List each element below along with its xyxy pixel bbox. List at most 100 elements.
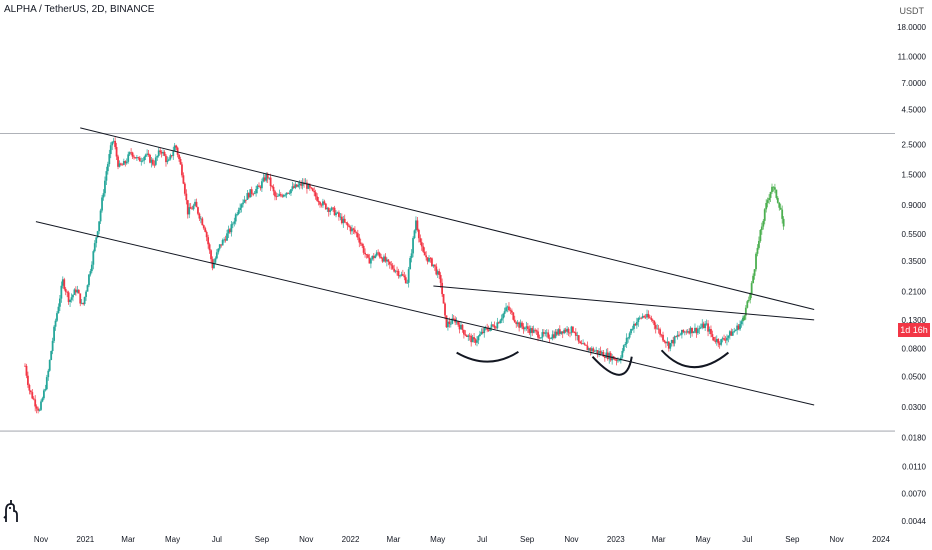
candle [701,323,704,328]
tradingview-logo-icon[interactable] [2,496,24,526]
candle [619,357,622,361]
candle [603,356,606,358]
candle [101,197,103,211]
trendlines [35,127,815,406]
projection-candle [755,253,757,270]
candle [322,201,324,206]
candle [342,218,345,224]
candle [31,392,34,399]
candle [388,261,391,265]
candle [239,207,242,211]
candle [538,337,541,339]
candle [92,251,95,265]
candle [327,208,330,212]
candle [710,329,712,335]
candle [147,153,150,155]
candle [510,310,513,313]
candle [460,324,462,330]
time-tick-label: May [165,535,180,544]
candle [217,248,220,253]
candle [372,255,375,259]
projection-candle [743,315,746,321]
candle [245,199,247,201]
price-tick-label: 0.5500 [902,230,927,239]
candle [506,306,509,308]
candle [622,345,625,351]
candle [532,329,535,333]
candle [229,229,231,233]
candle [195,201,198,208]
candle [406,282,409,284]
candle [633,323,635,329]
candle [383,256,385,262]
candle [415,220,417,231]
candle [218,244,221,249]
candle [589,348,592,351]
candle [106,164,109,172]
candle [512,312,515,320]
price-tick-label: 1.5000 [902,171,927,180]
trendline [433,285,815,321]
candle [455,321,458,323]
candle [449,323,452,325]
candle [204,228,207,232]
candle [28,384,31,391]
candle [404,277,407,284]
candle [24,365,26,367]
candle [647,313,650,318]
candle [83,296,86,305]
candle [149,154,151,163]
candle [247,193,250,198]
candle [231,223,234,225]
candle [192,205,195,210]
candle [27,375,29,385]
candle [583,343,586,345]
candle [499,320,502,324]
candle [715,338,718,342]
candle [423,251,426,256]
candle [45,377,48,390]
candle [393,268,396,272]
candle [630,328,632,334]
candle [265,173,268,181]
time-tick-label: Jul [742,535,752,544]
projection-candle [749,294,752,300]
candle [234,214,237,222]
projection-candle [765,202,768,210]
candle [314,192,317,197]
time-tick-label: Nov [34,535,48,544]
candle [138,157,141,162]
candle [226,233,228,241]
candle [365,254,368,255]
price-tick-label: 0.0500 [902,373,927,382]
projection-candle [782,218,785,227]
candle [400,274,403,276]
projection-candle [778,202,781,208]
candle [617,360,619,362]
candle [356,233,359,238]
candle [615,359,618,361]
price-axis[interactable]: 18.0000 11.0000 7.0000 4.5000 2.5000 1.5000 0.… [897,23,926,526]
projection-candle [769,192,772,198]
candle [410,253,413,259]
candle [736,325,739,331]
candle [439,274,442,283]
time-axis[interactable]: Nov 2021 Mar May Jul Sep Nov 2022 Mar May Jul Sep No… [34,535,891,544]
candle [51,340,54,352]
candle [730,331,733,336]
candle [590,348,593,351]
time-tick-label: Nov [830,535,844,544]
candle [284,194,287,196]
candle [47,370,50,378]
candle [572,326,574,333]
candle [29,390,32,393]
candle [340,216,343,224]
candle [85,291,87,297]
candle [739,324,741,330]
candle [320,204,323,206]
candle [717,338,720,344]
candle [117,156,119,167]
candle [528,329,531,334]
